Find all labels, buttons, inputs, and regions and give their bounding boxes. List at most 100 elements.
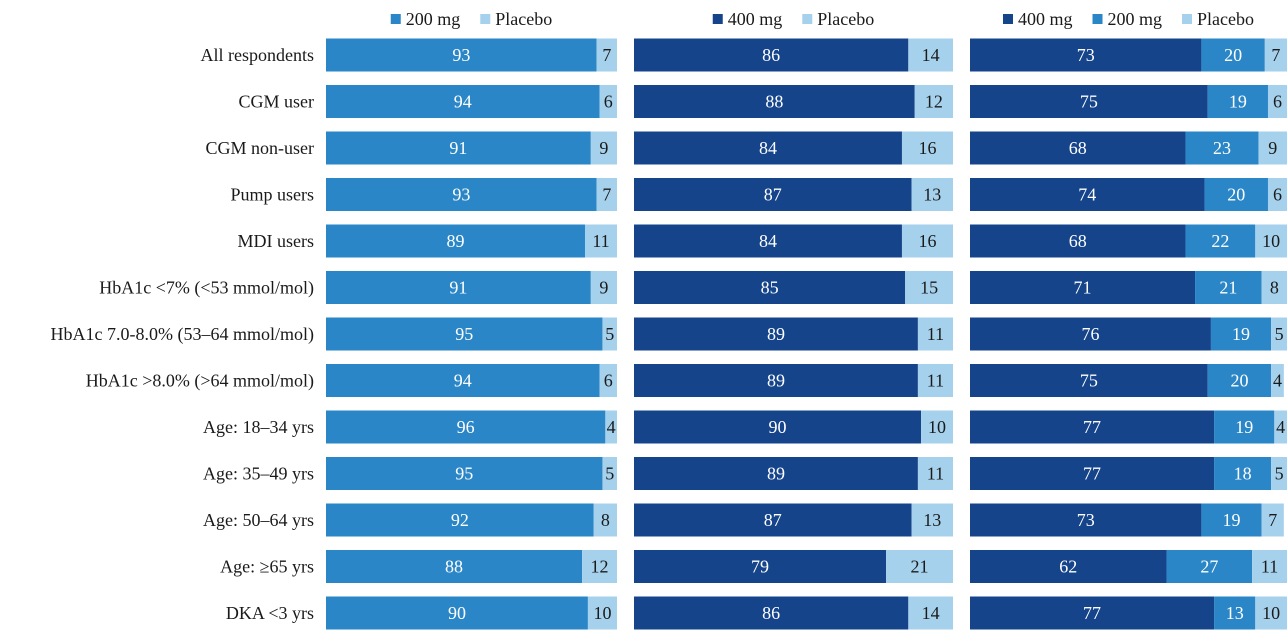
- bar-segment: [582, 550, 617, 583]
- bar-segment: [914, 85, 953, 118]
- data-label: 21: [1219, 278, 1237, 298]
- legend-item: Placebo: [1182, 9, 1254, 29]
- data-label: 10: [928, 417, 946, 437]
- data-label: 90: [769, 417, 787, 437]
- legend-swatch: [1182, 14, 1193, 24]
- data-label: 18: [1234, 464, 1252, 484]
- bar-segment: [634, 410, 922, 444]
- bar-segment: [1214, 457, 1272, 490]
- data-label: 9: [599, 278, 608, 298]
- data-label: 94: [454, 92, 472, 112]
- bar-segment: [326, 550, 583, 583]
- legend-1: 200 mg Placebo: [390, 9, 552, 29]
- data-label: 20: [1230, 371, 1248, 391]
- data-label: 14: [922, 45, 940, 65]
- data-label: 68: [1069, 231, 1087, 251]
- data-label: 84: [759, 138, 777, 158]
- data-label: 12: [925, 92, 943, 112]
- data-label: 95: [455, 324, 473, 344]
- bar-segment: [634, 85, 915, 118]
- legend-label: 400 mg: [1018, 9, 1073, 29]
- bar-segment: [605, 410, 617, 444]
- data-label: 79: [751, 557, 769, 577]
- bar-segment: [1261, 503, 1284, 537]
- bar-segment: [901, 131, 953, 165]
- bar-segment: [1264, 38, 1287, 72]
- bar-segment: [587, 596, 617, 630]
- legend-item: Placebo: [802, 9, 874, 29]
- data-label: 6: [1273, 185, 1282, 205]
- data-label: 6: [604, 371, 613, 391]
- bar-segment: [970, 550, 1167, 583]
- bar-segment: [634, 457, 918, 490]
- legend-swatch: [480, 14, 491, 24]
- data-label: 11: [927, 464, 944, 484]
- data-label: 7: [602, 185, 611, 205]
- legend-item: 400 mg: [1002, 9, 1073, 29]
- bar-segment: [634, 596, 909, 630]
- data-label: 19: [1223, 510, 1241, 530]
- category-label: Age: 18–34 yrs: [203, 417, 314, 437]
- bar-segment: [970, 317, 1211, 351]
- data-label: 95: [455, 464, 473, 484]
- bar-segment: [634, 503, 912, 537]
- bar-segment: [590, 131, 617, 165]
- data-label: 8: [1270, 278, 1279, 298]
- data-label: 11: [592, 231, 609, 251]
- legend-swatch: [802, 14, 813, 24]
- bar-segment: [1185, 224, 1256, 258]
- bar-segment: [326, 85, 600, 118]
- bar-segment: [326, 224, 585, 258]
- category-label: CGM user: [239, 92, 315, 112]
- bar-segment: [634, 317, 918, 351]
- legend-swatch: [390, 14, 401, 24]
- data-label: 77: [1083, 603, 1101, 623]
- data-label: 13: [923, 510, 941, 530]
- legend-item: 400 mg: [712, 9, 783, 29]
- data-label: 93: [452, 185, 470, 205]
- bar-segment: [634, 38, 909, 72]
- bar-segment: [1255, 224, 1287, 258]
- data-label: 89: [767, 324, 785, 344]
- data-label: 22: [1211, 231, 1229, 251]
- bar-segment: [917, 317, 953, 351]
- data-label: 5: [1275, 324, 1284, 344]
- data-label: 7: [1271, 45, 1280, 65]
- data-label: 90: [448, 603, 466, 623]
- bar-segment: [917, 457, 953, 490]
- bar-segment: [1267, 85, 1287, 118]
- bar-segment: [970, 503, 1202, 537]
- bar-segment: [596, 178, 617, 211]
- data-label: 75: [1080, 92, 1098, 112]
- data-label: 9: [1268, 138, 1277, 158]
- data-label: 10: [1262, 231, 1280, 251]
- data-label: 93: [452, 45, 470, 65]
- data-label: 84: [759, 231, 777, 251]
- bar-segment: [1185, 131, 1259, 165]
- data-label: 86: [762, 603, 780, 623]
- bar-segment: [970, 410, 1215, 444]
- bar-segment: [326, 178, 597, 211]
- bar-segment: [634, 550, 887, 583]
- data-label: 21: [911, 557, 929, 577]
- legend-item: 200 mg: [1092, 9, 1162, 29]
- data-label: 6: [604, 92, 613, 112]
- data-label: 14: [922, 603, 940, 623]
- legend-label: 400 mg: [728, 9, 783, 29]
- data-label: 19: [1235, 417, 1253, 437]
- category-label: Age: 35–49 yrs: [203, 464, 314, 484]
- data-label: 11: [927, 324, 944, 344]
- bar-segment: [593, 503, 617, 537]
- bar-segment: [1261, 271, 1287, 304]
- bar-segment: [1166, 550, 1253, 583]
- bar-segment: [970, 85, 1208, 118]
- legend-swatch: [1002, 14, 1013, 24]
- data-label: 85: [761, 278, 779, 298]
- data-label: 86: [762, 45, 780, 65]
- legend-label: Placebo: [495, 9, 552, 29]
- data-label: 89: [767, 464, 785, 484]
- data-label: 5: [1275, 464, 1284, 484]
